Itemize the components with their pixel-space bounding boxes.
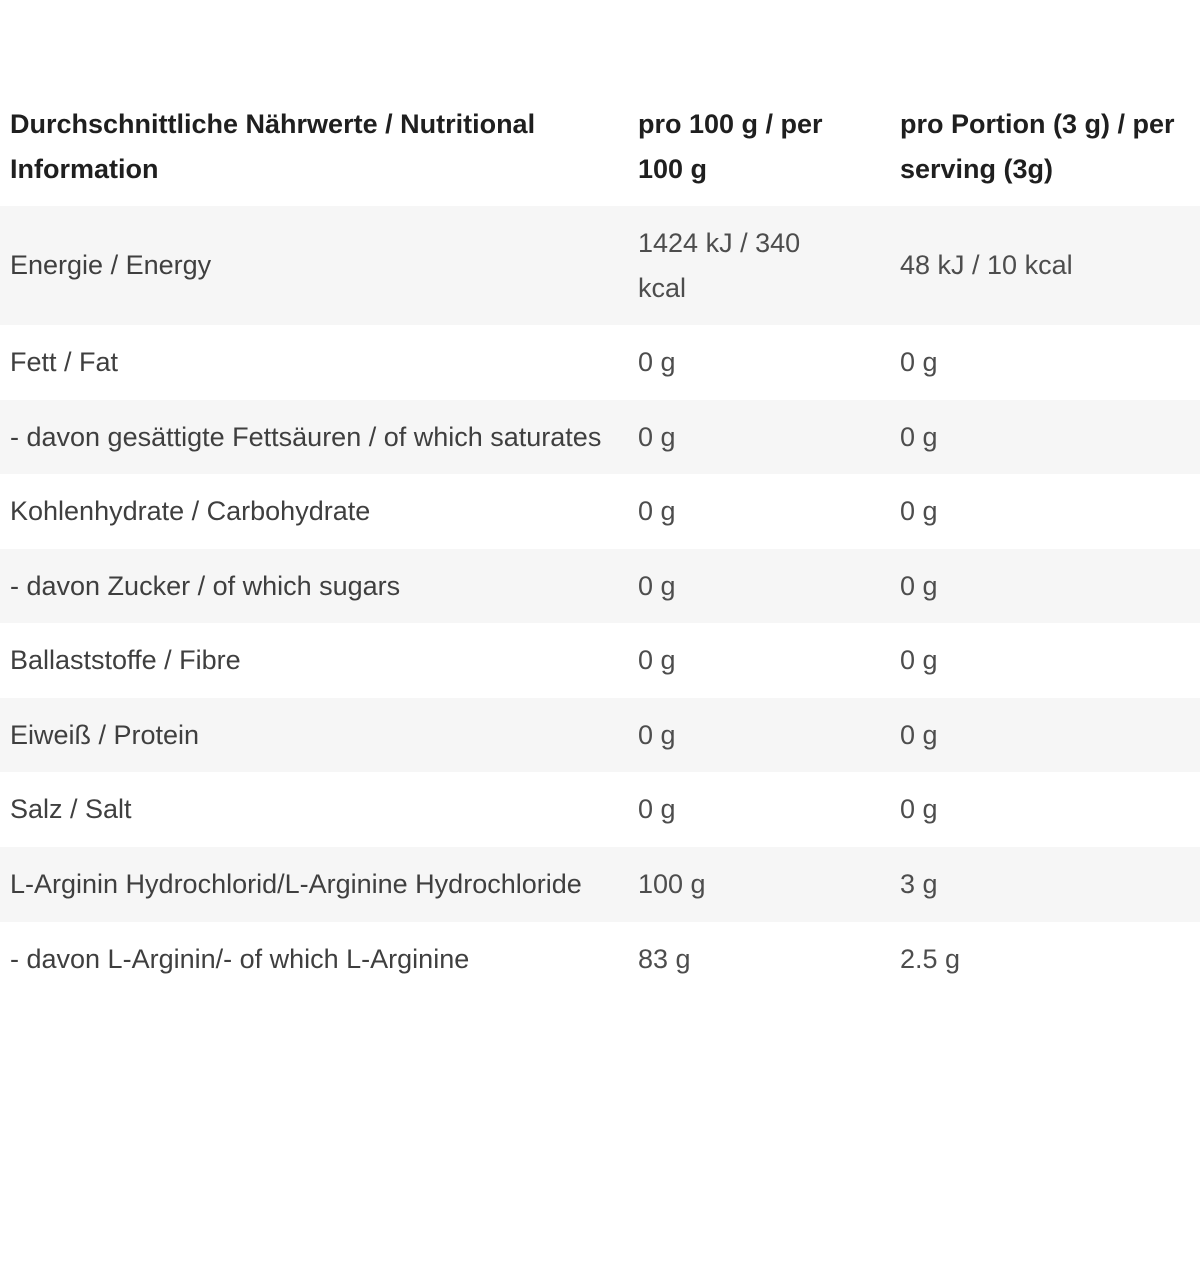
nutrient-label-cell: - davon L-Arginin/- of which L-Arginine xyxy=(10,943,470,974)
table-row: Ballaststoffe / Fibre 0 g 0 g xyxy=(0,623,1200,698)
per-100g-value-cell: 0 g xyxy=(638,719,676,750)
table-row: - davon gesättigte Fettsäuren / of which… xyxy=(0,399,1200,475)
table-row: Fett / Fat 0 g 0 g xyxy=(0,325,1200,400)
header-row: Durchschnittliche Nährwerte / Nutritiona… xyxy=(0,87,1200,206)
table-row: Salz / Salt 0 g 0 g xyxy=(0,772,1200,847)
nutrient-label-cell: Eiweiß / Protein xyxy=(10,719,200,750)
per-serving-value-cell: 0 g xyxy=(900,421,938,452)
header-col-nutrient: Durchschnittliche Nährwerte / Nutritiona… xyxy=(10,109,536,184)
per-100g-value-cell: 0 g xyxy=(638,421,676,452)
per-serving-value-cell: 0 g xyxy=(900,794,938,825)
per-serving-value-cell: 3 g xyxy=(900,869,938,900)
per-serving-value-cell: 0 g xyxy=(900,347,938,378)
per-serving-value-cell: 0 g xyxy=(900,645,938,676)
header-col-per-100g: pro 100 g / per 100 g xyxy=(638,109,823,184)
nutrient-label-cell: Salz / Salt xyxy=(10,794,132,825)
per-serving-value-cell: 0 g xyxy=(900,570,938,601)
nutrient-label-cell: L-Arginin Hydrochlorid/L-Arginine Hydroc… xyxy=(10,869,582,900)
table-row: L-Arginin Hydrochlorid/L-Arginine Hydroc… xyxy=(0,847,1200,922)
per-100g-value-cell: 0 g xyxy=(638,645,676,676)
nutrition-table: Durchschnittliche Nährwerte / Nutritiona… xyxy=(0,87,1200,996)
nutrient-label-cell: Energie / Energy xyxy=(10,250,212,281)
per-serving-value-cell: 2.5 g xyxy=(900,943,961,974)
per-100g-value-cell: 0 g xyxy=(638,347,676,378)
table-row: - davon Zucker / of which sugars 0 g 0 g xyxy=(0,548,1200,624)
per-100g-value-cell: 83 g xyxy=(638,943,691,974)
per-100g-value-cell: 1424 kJ / 340 kcal xyxy=(638,228,801,303)
nutrient-label-cell: Ballaststoffe / Fibre xyxy=(10,645,241,676)
per-serving-value-cell: 0 g xyxy=(900,719,938,750)
nutrition-page: Durchschnittliche Nährwerte / Nutritiona… xyxy=(0,87,1200,1287)
header-col-per-serving: pro Portion (3 g) / per serving (3g) xyxy=(900,109,1175,184)
table-row: Energie / Energy 1424 kJ / 340 kcal 48 k… xyxy=(0,206,1200,326)
nutrient-label-cell: - davon Zucker / of which sugars xyxy=(10,570,401,601)
per-100g-value-cell: 100 g xyxy=(638,869,706,900)
per-100g-value-cell: 0 g xyxy=(638,496,676,527)
nutrient-label-cell: - davon gesättigte Fettsäuren / of which… xyxy=(10,421,602,452)
per-serving-value-cell: 0 g xyxy=(900,496,938,527)
table-row: Eiweiß / Protein 0 g 0 g xyxy=(0,697,1200,773)
table-row: - davon L-Arginin/- of which L-Arginine … xyxy=(0,922,1200,997)
per-100g-value-cell: 0 g xyxy=(638,794,676,825)
per-100g-value-cell: 0 g xyxy=(638,570,676,601)
table-row: Kohlenhydrate / Carbohydrate 0 g 0 g xyxy=(0,474,1200,549)
nutrient-label-cell: Kohlenhydrate / Carbohydrate xyxy=(10,496,371,527)
nutrient-label-cell: Fett / Fat xyxy=(10,347,119,378)
per-serving-value-cell: 48 kJ / 10 kcal xyxy=(900,250,1073,281)
